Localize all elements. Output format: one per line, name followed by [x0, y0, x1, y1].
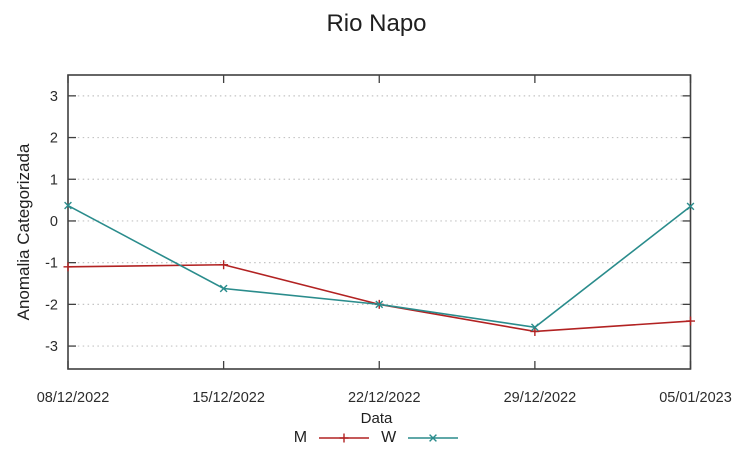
plus-marker: [219, 260, 229, 270]
y-tick-label: 2: [50, 131, 58, 147]
legend-label-m: M: [293, 429, 308, 446]
y-tick-label: -2: [45, 297, 58, 313]
legend-sample-m-line-icon: [319, 433, 370, 443]
cross-marker: [375, 300, 384, 309]
legend-label-w: W: [381, 429, 397, 446]
series-W-line: [67, 204, 691, 329]
cross-marker: [530, 323, 539, 332]
x-axis-label: Data: [360, 410, 393, 427]
series-M: [63, 260, 695, 336]
y-tick-label: 3: [50, 89, 58, 105]
y-tick-label: -3: [45, 339, 58, 355]
x-tick-label: 29/12/2022: [504, 390, 577, 406]
plot-border: [67, 74, 692, 370]
cross-marker: [64, 201, 72, 210]
series-W: [64, 201, 695, 332]
x-tick-label: 15/12/2022: [192, 390, 265, 406]
chart-title: Rio Napo: [326, 10, 427, 37]
plus-marker: [686, 316, 695, 326]
plus-marker: [530, 326, 540, 336]
y-tick-label: 1: [50, 172, 58, 188]
cross-marker: [219, 284, 228, 293]
plus-marker: [63, 262, 73, 272]
y-tick-label: -1: [45, 256, 58, 272]
legend-sample-w-line-icon: [408, 434, 459, 442]
series-M-line: [67, 263, 691, 333]
chart-legend: M W: [0, 429, 753, 447]
y-tick-label: 0: [50, 214, 58, 230]
x-tick-label: 05/01/2023: [659, 390, 732, 406]
cross-marker: [686, 202, 695, 211]
x-tick-label: 08/12/2022: [37, 390, 110, 406]
x-tick-label: 22/12/2022: [348, 390, 421, 406]
